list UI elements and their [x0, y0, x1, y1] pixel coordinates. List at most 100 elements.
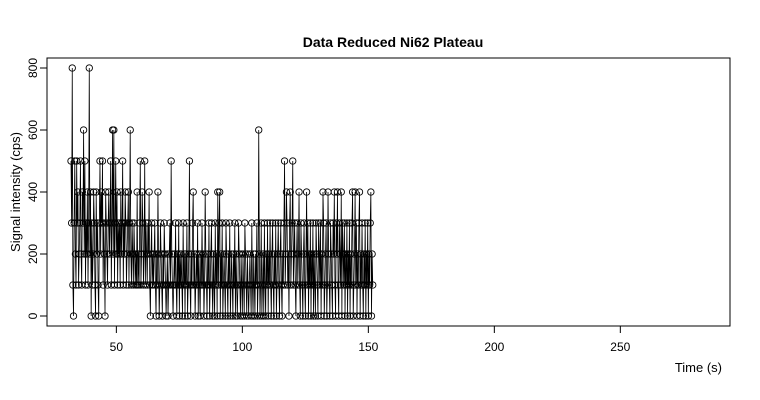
data-point [224, 250, 233, 258]
data-point [111, 219, 119, 227]
data-point [79, 126, 88, 134]
data-point [296, 312, 304, 320]
data-point [342, 250, 350, 258]
x-axis: 50 100 150 200 250 [110, 325, 631, 354]
data-point [286, 188, 294, 196]
data-point [330, 188, 338, 196]
data-point [139, 219, 147, 227]
data-point [314, 219, 323, 227]
data-point [268, 219, 277, 227]
y-tick-label: 200 [26, 244, 40, 264]
data-point [95, 219, 104, 227]
data-point [358, 219, 366, 227]
data-point [297, 250, 306, 258]
data-point [112, 250, 121, 258]
data-point [319, 219, 328, 227]
data-point [213, 312, 221, 320]
data-point [171, 219, 180, 227]
data-point [241, 219, 249, 227]
data-point [279, 281, 287, 289]
data-point [210, 281, 218, 289]
data-point [334, 281, 342, 289]
data-point [91, 281, 99, 289]
data-point [144, 219, 152, 227]
data-point [211, 219, 219, 227]
data-point [285, 312, 293, 320]
data-point [248, 219, 256, 227]
data-point [154, 188, 162, 196]
data-point [297, 219, 305, 227]
data-point [227, 250, 236, 258]
data-point [161, 250, 169, 258]
data-point [216, 312, 224, 320]
data-point [81, 157, 89, 165]
data-point [231, 219, 239, 227]
data-point [210, 312, 219, 320]
data-point [150, 250, 158, 258]
data-point [253, 219, 261, 227]
data-point [310, 250, 318, 258]
data-point [214, 188, 222, 196]
data-point [296, 281, 304, 289]
data-point [359, 281, 367, 289]
data-point [343, 219, 351, 227]
data-point [229, 312, 237, 320]
data-point [141, 281, 149, 289]
data-point [323, 312, 331, 320]
data-point [209, 250, 218, 258]
data-point [117, 250, 126, 258]
data-point [270, 250, 279, 258]
data-point [78, 188, 86, 196]
data-point [136, 157, 144, 165]
data-point [186, 281, 194, 289]
data-point [318, 250, 326, 258]
data-point [311, 281, 319, 289]
data-point [324, 250, 333, 258]
data-point [258, 281, 267, 289]
data-point [240, 312, 248, 320]
data-point [285, 219, 294, 227]
data-point [163, 281, 171, 289]
data-point [119, 157, 127, 165]
data-point [337, 188, 345, 196]
data-point [234, 281, 242, 289]
data-point [294, 281, 302, 289]
data-point [281, 281, 289, 289]
data-point [228, 281, 236, 289]
data-point [284, 250, 292, 258]
data-point [160, 219, 168, 227]
data-point [292, 312, 300, 320]
data-point [193, 219, 202, 227]
data-point [327, 250, 335, 258]
data-point [365, 250, 373, 258]
data-point [156, 281, 164, 289]
data-point [79, 219, 87, 227]
data-point [259, 250, 267, 258]
data-point [151, 219, 159, 227]
data-point [109, 250, 117, 258]
data-point [164, 312, 172, 320]
data-point [345, 281, 353, 289]
x-tick-label: 50 [110, 340, 124, 354]
data-point [126, 126, 134, 134]
data-point [146, 281, 154, 289]
data-point [369, 281, 377, 289]
data-point [317, 312, 325, 320]
data-point [246, 250, 254, 258]
data-point [91, 312, 100, 320]
data-point [340, 219, 349, 227]
data-point [347, 250, 355, 258]
data-point [359, 312, 367, 320]
data-point [342, 281, 350, 289]
data-point [140, 250, 148, 258]
data-point [165, 250, 173, 258]
data-point [183, 219, 191, 227]
data-point [289, 157, 297, 165]
data-point [272, 219, 280, 227]
data-point [179, 219, 187, 227]
data-point [167, 157, 175, 165]
data-point [288, 219, 296, 227]
data-point [77, 250, 85, 258]
data-point [263, 219, 272, 227]
data-point [346, 312, 354, 320]
